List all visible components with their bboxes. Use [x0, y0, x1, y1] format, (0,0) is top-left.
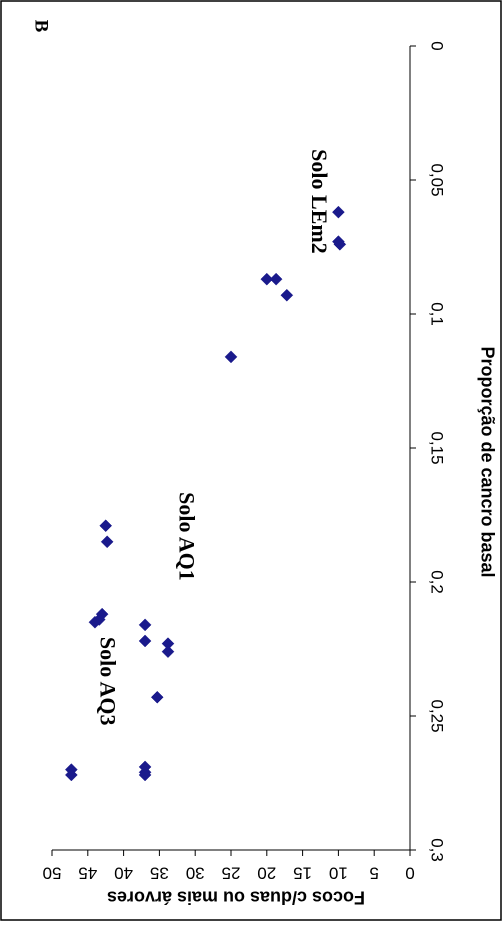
x-tick-label: 0,1	[428, 302, 447, 326]
data-point	[332, 205, 345, 219]
data-point	[280, 288, 294, 302]
marks-layer	[64, 205, 347, 782]
x-tick-label: 0,25	[428, 699, 447, 732]
data-point	[99, 519, 113, 533]
data-point	[161, 645, 175, 659]
data-point	[88, 615, 102, 629]
y-tick-label: 40	[114, 864, 133, 883]
data-point	[100, 535, 114, 549]
data-point	[260, 272, 274, 286]
y-tick-label: 50	[43, 864, 62, 883]
y-tick-label: 20	[257, 864, 276, 883]
y-tick-label: 30	[186, 864, 205, 883]
x-tick-label: 0,2	[428, 570, 447, 594]
data-point	[138, 634, 152, 648]
y-tick-label: 45	[78, 864, 97, 883]
data-point	[138, 618, 152, 632]
y-tick-label: 10	[329, 864, 348, 883]
data-point	[333, 237, 347, 251]
x-tick-label: 0	[428, 41, 447, 50]
data-point	[138, 768, 152, 782]
annotations-layer: Solo LEm2 Solo AQ1 Solo AQ3	[96, 149, 332, 725]
x-tick-label: 0,15	[428, 431, 447, 464]
annotation-label: Solo AQ3	[96, 637, 121, 726]
data-point	[269, 272, 283, 286]
y-tick-label: 25	[222, 864, 241, 883]
data-point	[224, 350, 238, 364]
x-tick-label: 0,05	[428, 163, 447, 196]
x-axis-title: Proporção de cancro basal	[477, 346, 497, 577]
axes-layer: 0 0,05 0,1 0,15 0,2 0,25 0,3 0 5 10 15 20 25 30 35 40 45…	[43, 41, 447, 882]
annotation-label: Solo AQ1	[174, 492, 199, 581]
y-tick-label: 15	[293, 864, 312, 883]
x-tick-label: 0,3	[428, 838, 447, 862]
y-tick-label: 5	[369, 864, 378, 883]
data-point	[64, 768, 78, 782]
y-tick-label: 0	[405, 864, 414, 883]
panel-label: B	[31, 20, 52, 33]
annotation-label: Solo LEm2	[307, 149, 332, 254]
y-tick-label: 35	[150, 864, 169, 883]
y-axis-title: Focos c/duas ou mais árvores	[107, 887, 365, 907]
data-point	[150, 690, 164, 704]
